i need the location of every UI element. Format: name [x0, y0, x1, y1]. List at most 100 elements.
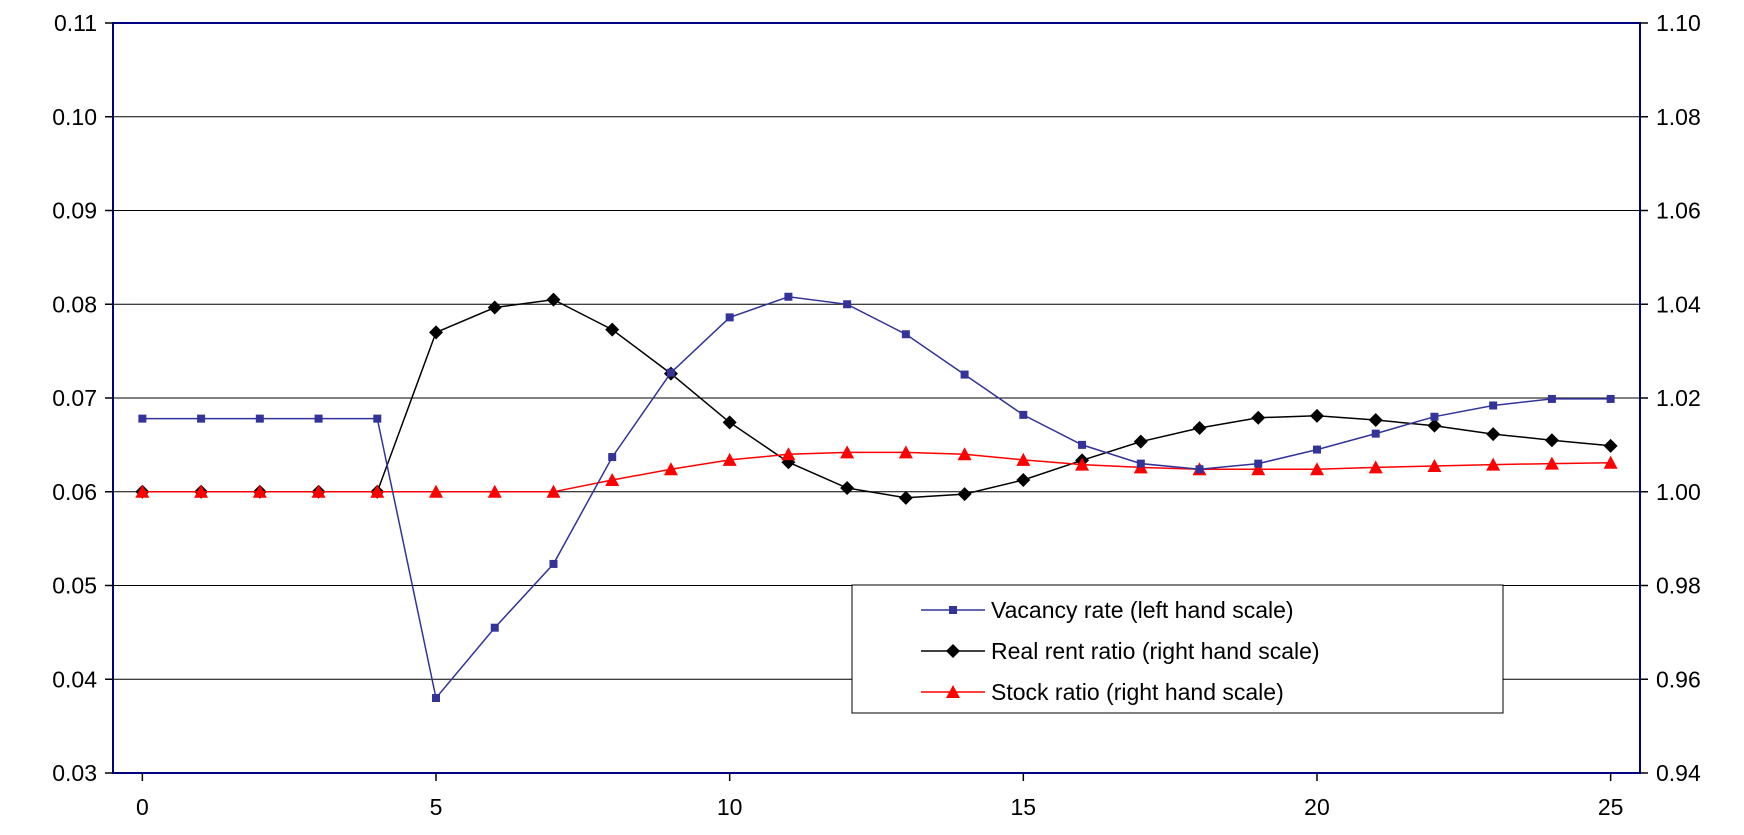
- data-point: [605, 473, 620, 487]
- data-point: [1309, 408, 1324, 423]
- legend-label: Vacancy rate (left hand scale): [991, 597, 1294, 623]
- series-line: [142, 298, 1611, 499]
- data-point: [549, 559, 558, 568]
- data-point: [1603, 438, 1618, 453]
- data-point: [487, 300, 502, 315]
- legend-item: Stock ratio (right hand scale): [921, 679, 1284, 705]
- data-point: [1489, 401, 1498, 410]
- data-point: [605, 322, 620, 337]
- x-tick-label: 20: [1304, 794, 1330, 820]
- data-point: [1133, 434, 1148, 449]
- y-left-tick-label: 0.11: [54, 10, 97, 36]
- data-point: [784, 292, 793, 301]
- data-point: [898, 490, 913, 505]
- y-left-tick-label: 0.04: [52, 666, 97, 692]
- data-point: [1486, 427, 1501, 442]
- data-point: [1016, 452, 1031, 466]
- y-left-tick-label: 0.07: [52, 385, 97, 411]
- x-tick-label: 25: [1598, 794, 1624, 820]
- data-point: [1544, 433, 1559, 448]
- data-point: [1019, 410, 1028, 419]
- data-point: [901, 330, 910, 339]
- data-point: [1254, 459, 1263, 468]
- data-point: [1078, 440, 1087, 449]
- data-point: [1603, 455, 1618, 469]
- data-point: [1312, 445, 1321, 454]
- series-3: [135, 445, 1618, 498]
- y-left-tick-label: 0.03: [52, 760, 97, 786]
- data-point: [370, 484, 385, 498]
- data-point: [487, 484, 502, 498]
- data-point: [840, 445, 855, 459]
- data-point: [1371, 429, 1380, 438]
- data-point: [1136, 459, 1145, 468]
- data-point: [311, 484, 326, 498]
- y-left-tick-label: 0.05: [52, 573, 97, 599]
- data-point: [1075, 457, 1090, 471]
- data-point: [432, 694, 441, 702]
- data-point: [138, 414, 147, 423]
- legend-marker: [949, 606, 957, 614]
- data-point: [314, 414, 323, 423]
- data-point: [429, 484, 444, 498]
- data-point: [960, 370, 969, 379]
- data-point: [490, 623, 499, 632]
- y-right-tick-label: 1.10: [1656, 10, 1701, 36]
- y-right-tick-label: 1.08: [1656, 104, 1701, 130]
- data-point: [546, 292, 561, 307]
- data-point: [1544, 456, 1559, 470]
- data-point: [1547, 394, 1556, 403]
- data-point: [1486, 457, 1501, 471]
- series-layer: [135, 292, 1618, 702]
- data-point: [255, 414, 264, 423]
- data-point: [725, 313, 734, 322]
- y-right-tick-label: 0.94: [1656, 760, 1701, 786]
- y-right-tick-label: 1.00: [1656, 479, 1701, 505]
- data-point: [722, 452, 737, 466]
- data-point: [957, 447, 972, 461]
- data-point: [1309, 462, 1324, 476]
- x-tick-label: 15: [1011, 794, 1037, 820]
- data-point: [1195, 465, 1204, 474]
- series-line: [142, 296, 1611, 700]
- y-right-tick-label: 1.06: [1656, 198, 1701, 224]
- y-left-tick-label: 0.06: [52, 479, 97, 505]
- legend-item: Vacancy rate (left hand scale): [921, 597, 1294, 623]
- data-point: [1427, 458, 1442, 472]
- y-right-tick-label: 1.02: [1656, 385, 1701, 411]
- data-point: [1368, 460, 1383, 474]
- data-point: [546, 484, 561, 498]
- y-right-tick-label: 0.96: [1656, 666, 1701, 692]
- data-point: [898, 445, 913, 459]
- data-point: [666, 368, 675, 377]
- x-tick-label: 10: [717, 794, 743, 820]
- y-right-tick-label: 1.04: [1656, 291, 1701, 317]
- axes: 0.03 0.04 0.05 0.06 0.07 0.08 0.09 0.10 0.11 0.94…: [52, 10, 1701, 820]
- data-point: [1251, 410, 1266, 425]
- legend-item: Real rent ratio (right hand scale): [921, 638, 1320, 664]
- data-point: [1016, 473, 1031, 488]
- legend-marker: [946, 644, 960, 658]
- data-point: [663, 462, 678, 476]
- data-point: [197, 414, 206, 423]
- data-point: [429, 325, 444, 340]
- data-point: [722, 415, 737, 430]
- legend-label: Stock ratio (right hand scale): [991, 679, 1284, 705]
- x-tick-label: 0: [136, 794, 149, 820]
- data-point: [1606, 394, 1615, 403]
- series-line: [142, 451, 1611, 493]
- data-point: [1427, 418, 1442, 433]
- data-point: [1192, 421, 1207, 435]
- data-point: [1430, 412, 1439, 421]
- data-point: [1251, 462, 1266, 476]
- data-point: [373, 414, 382, 423]
- data-point: [194, 484, 209, 498]
- data-point: [957, 487, 972, 502]
- data-point: [135, 484, 150, 498]
- data-point: [252, 484, 267, 498]
- y-left-tick-label: 0.09: [52, 198, 97, 224]
- legend-marker: [946, 685, 960, 698]
- data-point: [843, 300, 852, 309]
- legend: Vacancy rate (left hand scale) Real rent …: [851, 584, 1504, 714]
